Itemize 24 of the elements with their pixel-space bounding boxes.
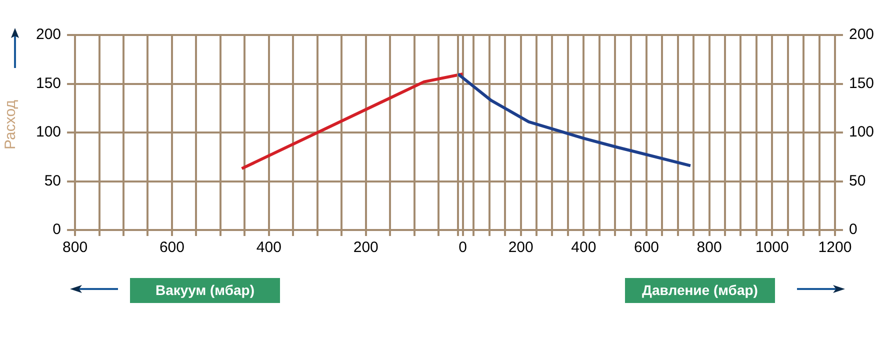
x-tick-label: 800 <box>696 239 722 256</box>
x-tick-label: 800 <box>62 239 88 256</box>
x-tick-label: 400 <box>571 239 596 256</box>
x-tick-label: 1000 <box>755 239 789 256</box>
x-tick-label: 600 <box>634 239 659 256</box>
x-axis-title: Вакуум (мбар) <box>130 278 280 303</box>
y-tick-label: 200 <box>36 26 62 44</box>
x-tick-label: 0 <box>458 239 467 256</box>
x-tick-label: 200 <box>508 239 534 256</box>
y2-tick-label: 100 <box>848 124 874 141</box>
y2-tick-label: 0 <box>848 221 858 238</box>
y-tick-label: 100 <box>36 124 62 141</box>
x-tick-label: 600 <box>159 239 184 256</box>
x-tick-label: 1200 <box>818 239 852 256</box>
x-axis-title: Давление (мбар) <box>625 278 775 303</box>
x-tick-label: 200 <box>353 239 378 256</box>
y2-tick-label: 150 <box>848 74 874 92</box>
x-tick-label: 400 <box>256 239 282 256</box>
y2-tick-label: 50 <box>848 172 866 190</box>
y-tick-label: 150 <box>36 74 62 92</box>
y-tick-label: 50 <box>44 172 62 190</box>
y2-tick-label: 200 <box>848 26 874 44</box>
y-tick-label: 0 <box>52 221 62 238</box>
y-axis-title: Расход <box>2 100 19 150</box>
